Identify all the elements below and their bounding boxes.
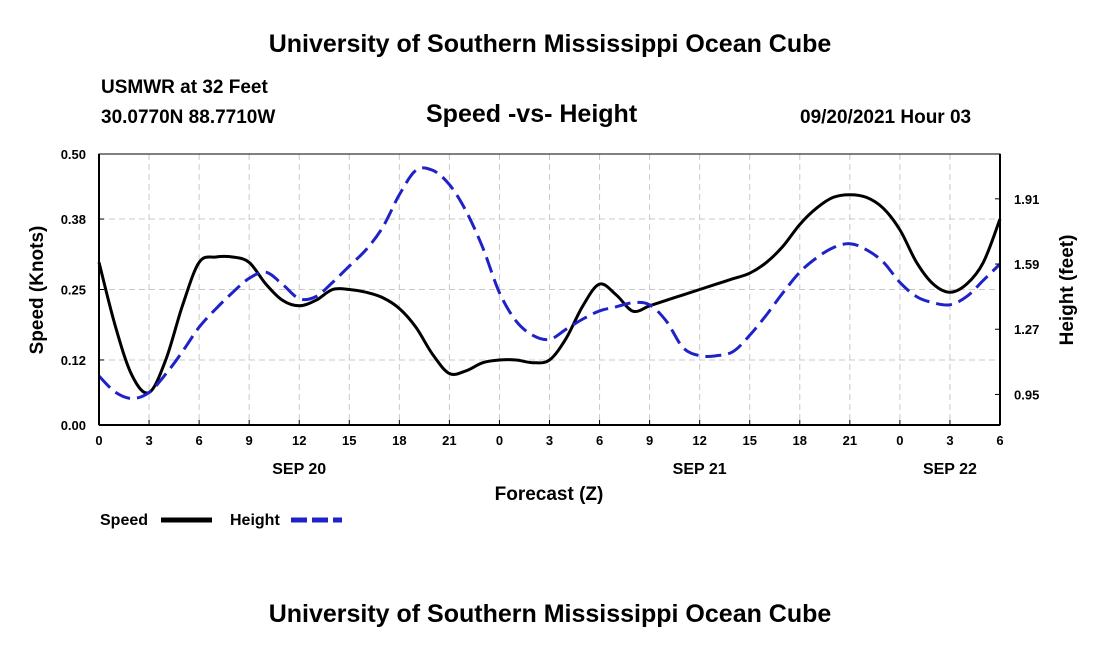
x-tick-label: 12 bbox=[292, 433, 306, 448]
y-tick-label: 0.50 bbox=[61, 147, 86, 162]
station-label: USMWR at 32 Feet bbox=[101, 77, 268, 98]
x-tick-label: 21 bbox=[843, 433, 857, 448]
footer-title: University of Southern Mississippi Ocean… bbox=[268, 600, 832, 628]
legend-speed-label: Speed bbox=[100, 512, 148, 529]
y-tick-label: 0.25 bbox=[61, 283, 86, 298]
series-speed-line bbox=[97, 193, 1002, 395]
y2-tick-label: 0.95 bbox=[1014, 387, 1039, 402]
legend-height-label: Height bbox=[230, 512, 280, 529]
chart-title: Speed -vs- Height bbox=[426, 100, 638, 128]
series-layer bbox=[97, 166, 1002, 400]
x-tick-label: 0 bbox=[95, 433, 102, 448]
x-tick-label: 0 bbox=[896, 433, 903, 448]
series-height-line bbox=[97, 166, 1002, 400]
date-label: SEP 22 bbox=[923, 461, 977, 478]
y2-tick-label: 1.27 bbox=[1014, 322, 1039, 337]
x-tick-label: 18 bbox=[392, 433, 406, 448]
legend: Speed Height bbox=[100, 512, 342, 529]
x-axis-title: Forecast (Z) bbox=[495, 484, 604, 505]
datetime-label: 09/20/2021 Hour 03 bbox=[800, 107, 972, 128]
y-tick-label: 0.00 bbox=[61, 418, 86, 433]
x-tick-label: 6 bbox=[996, 433, 1003, 448]
x-tick-label: 9 bbox=[646, 433, 653, 448]
date-label: SEP 21 bbox=[673, 461, 727, 478]
y2-tick-label: 1.91 bbox=[1014, 192, 1039, 207]
x-tick-label: 3 bbox=[946, 433, 953, 448]
page-title: University of Southern Mississippi Ocean… bbox=[268, 30, 832, 58]
y2-axis-title: Height (feet) bbox=[1057, 235, 1078, 346]
x-tick-label: 6 bbox=[596, 433, 603, 448]
date-label: SEP 20 bbox=[272, 461, 326, 478]
x-tick-label: 15 bbox=[342, 433, 356, 448]
x-tick-label: 3 bbox=[546, 433, 553, 448]
coordinates-label: 30.0770N 88.7710W bbox=[101, 107, 276, 128]
ticks: 0 3 6 9 12 15 18 21 0 3 6 9 12 15 18 21 0 3 6 0.00 0.12 0.25 0… bbox=[61, 147, 1040, 478]
x-tick-label: 21 bbox=[442, 433, 456, 448]
x-tick-label: 6 bbox=[195, 433, 202, 448]
x-tick-label: 0 bbox=[496, 433, 503, 448]
y-tick-label: 0.38 bbox=[61, 212, 86, 227]
y2-tick-label: 1.59 bbox=[1014, 257, 1039, 272]
y-axis-title: Speed (Knots) bbox=[27, 226, 48, 355]
x-tick-label: 9 bbox=[246, 433, 253, 448]
y-tick-label: 0.12 bbox=[61, 353, 86, 368]
x-tick-label: 12 bbox=[692, 433, 706, 448]
x-tick-label: 15 bbox=[742, 433, 756, 448]
x-tick-label: 3 bbox=[145, 433, 152, 448]
grid bbox=[99, 154, 1000, 425]
x-tick-label: 18 bbox=[793, 433, 807, 448]
